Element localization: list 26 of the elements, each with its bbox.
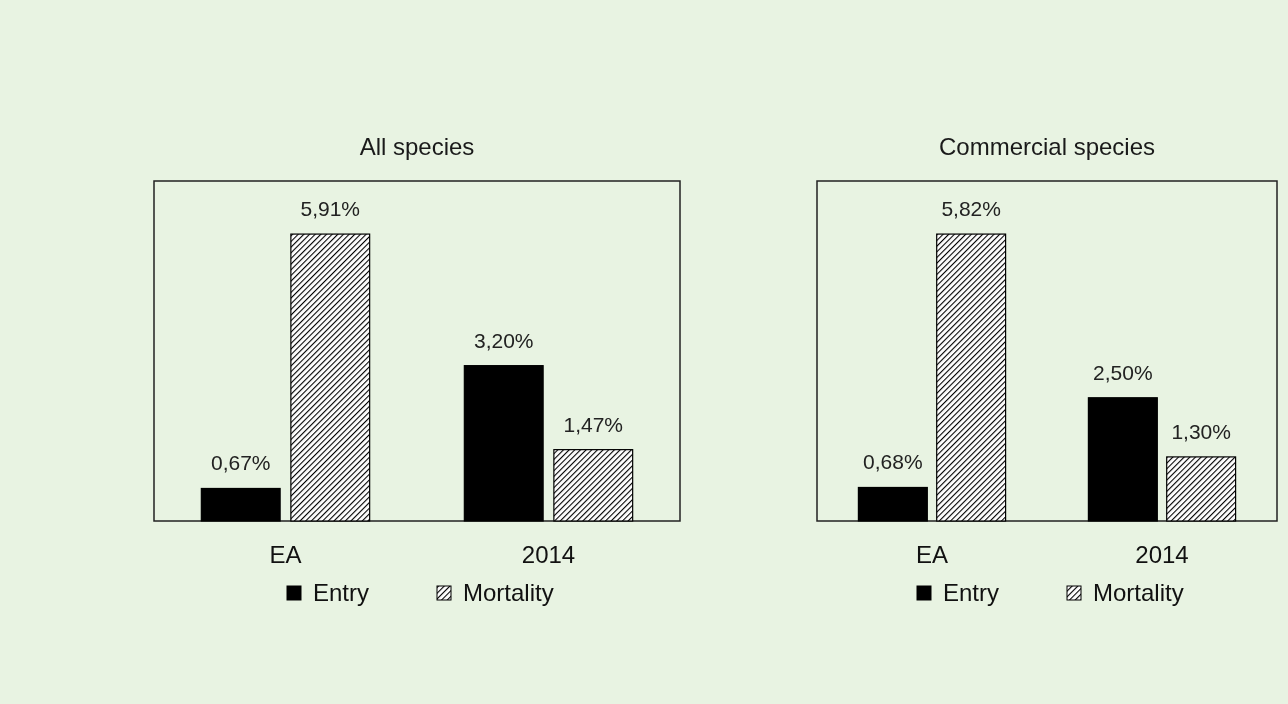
legend-label: Entry [313,579,370,606]
bar [553,449,634,522]
data-label: 5,91% [300,197,361,221]
chart-title: All species [359,133,475,160]
x-tick-label: 2014 [1135,541,1189,568]
bar [1087,397,1158,522]
data-label: 1,30% [1171,419,1231,443]
legend-label: Mortality [463,579,554,606]
x-tick-label: EA [915,541,949,568]
data-label: 5,82% [941,197,1001,221]
x-tick-label: 2014 [521,541,576,568]
data-label: 0,68% [863,450,923,474]
data-label: 2,50% [1093,360,1153,384]
chart-title: Commercial species [938,133,1156,160]
data-label: 1,47% [563,412,624,436]
data-label: 0,67% [210,451,271,475]
data-label: 3,20% [473,328,534,352]
bar [857,486,928,522]
bar [463,365,544,522]
bar [290,233,371,522]
legend-label: Entry [943,579,1000,606]
legend-label: Mortality [1093,579,1184,606]
bar [1166,456,1237,522]
x-tick-label: EA [269,541,302,568]
bar [936,233,1007,522]
bar [200,487,281,522]
